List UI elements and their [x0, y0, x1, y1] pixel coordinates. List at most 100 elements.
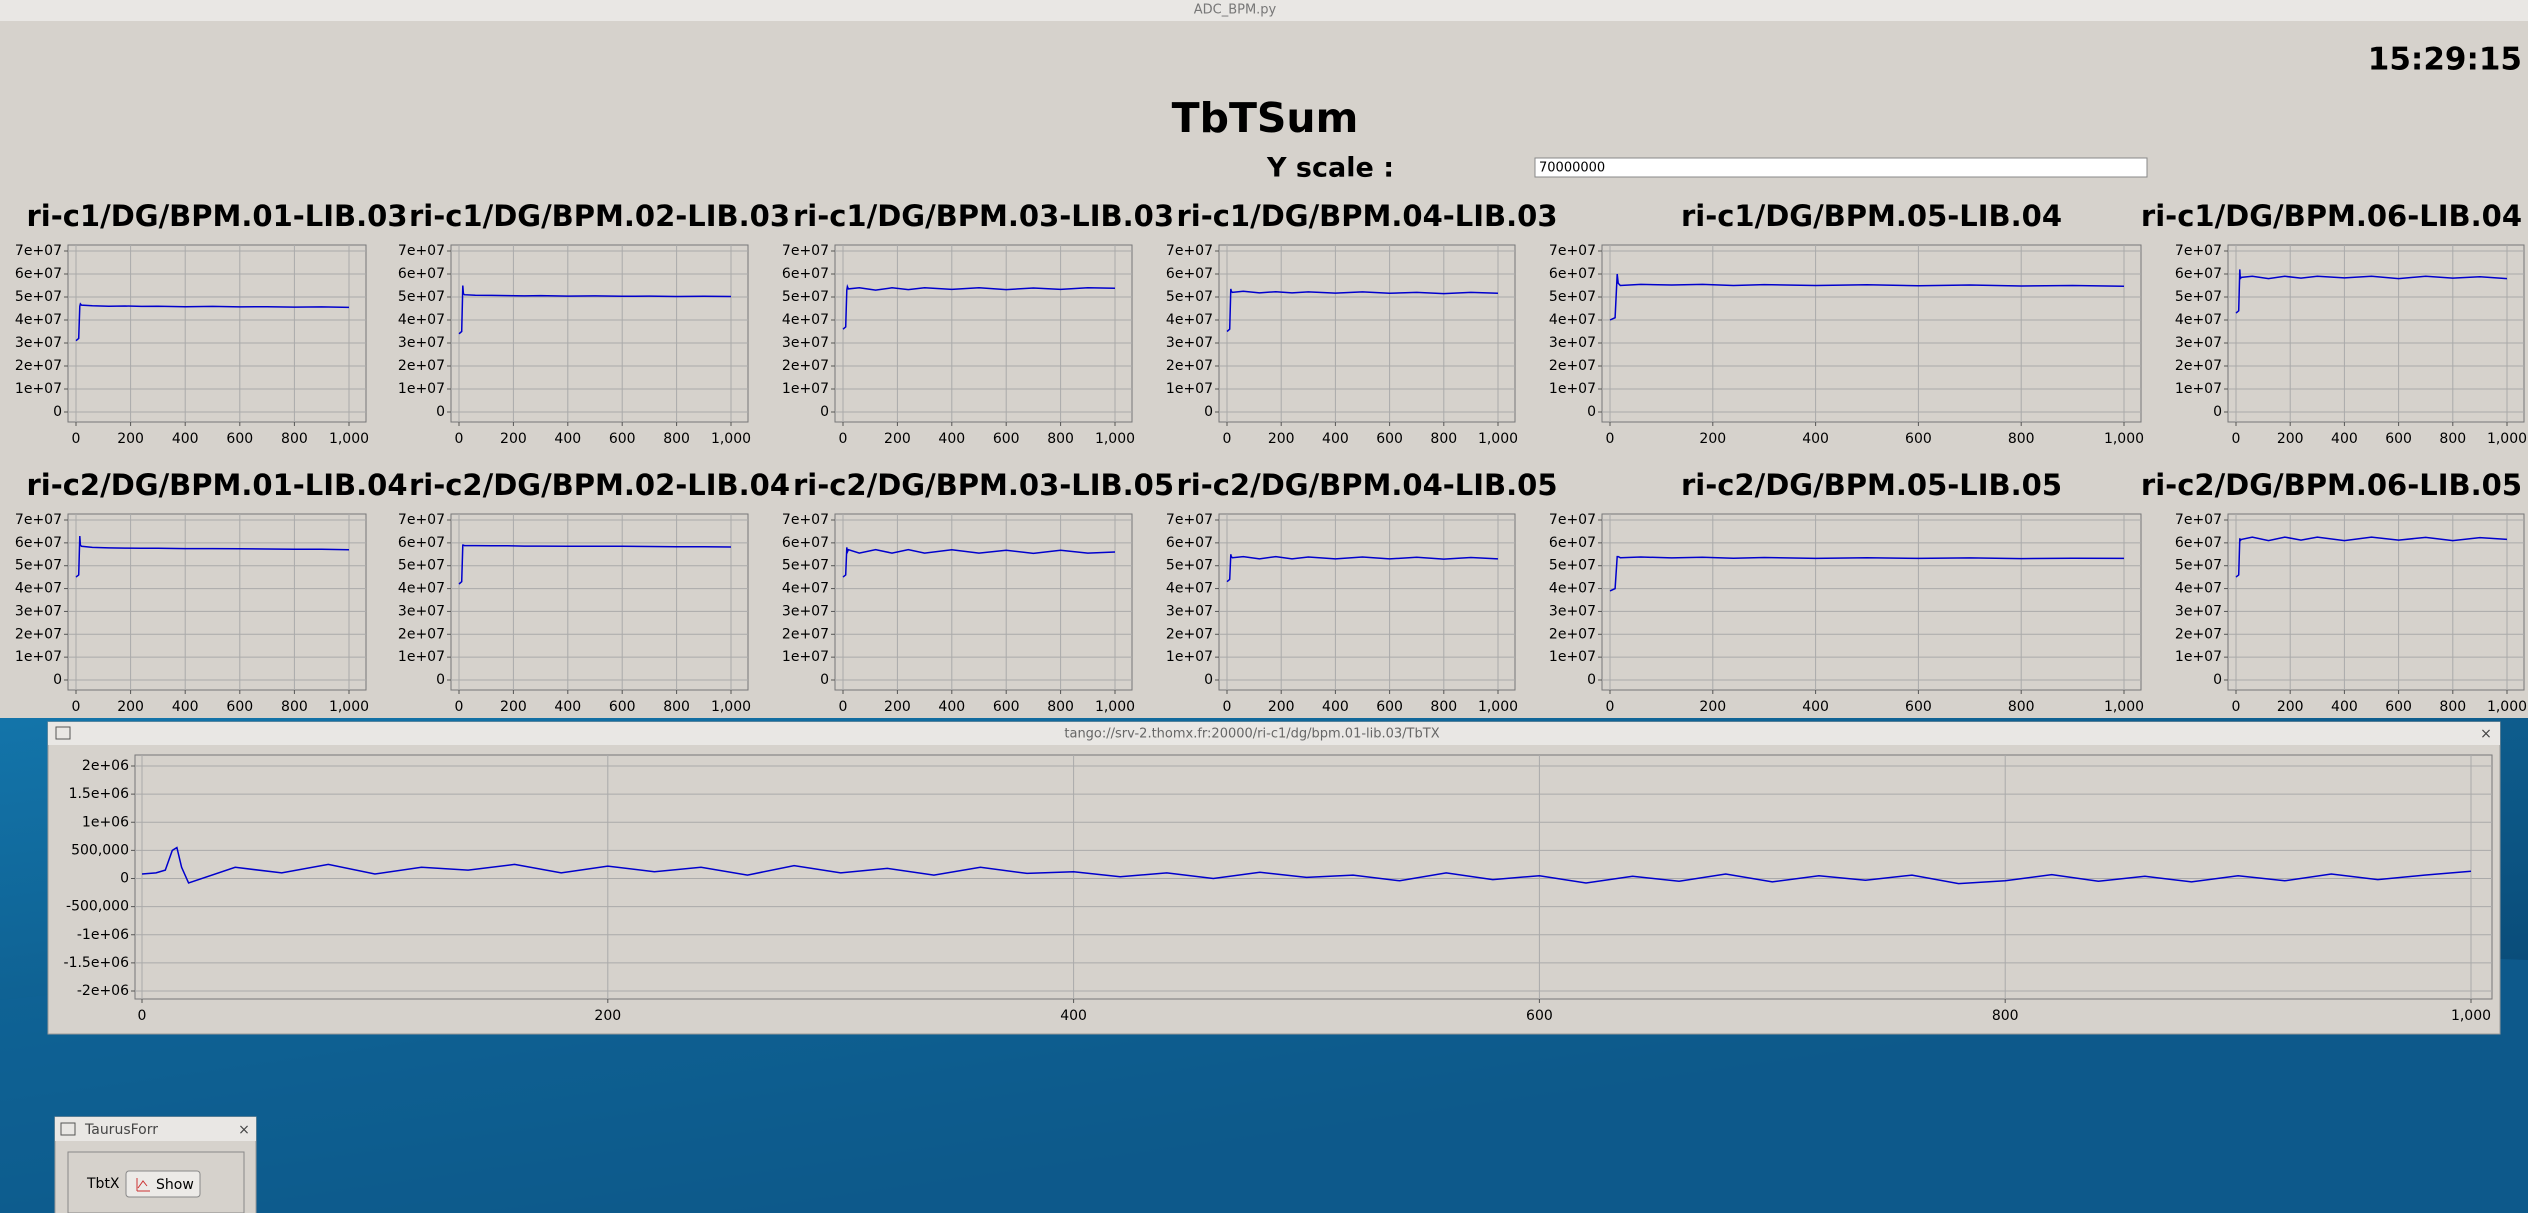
chart-title: ri-c1/DG/BPM.01-LIB.03	[26, 199, 407, 233]
x-tick-label: 600	[2385, 431, 2412, 447]
y-tick-label: 0	[1204, 672, 1213, 688]
x-tick-label: 400	[554, 431, 581, 447]
x-tick-label: 200	[117, 431, 144, 447]
y-tick-label: 3e+07	[398, 603, 445, 619]
x-tick-label: 800	[2439, 699, 2466, 715]
y-tick-label: 2e+07	[1166, 626, 1213, 642]
y-tick-label: 2e+07	[782, 626, 829, 642]
y-tick-label: 7e+07	[15, 512, 62, 528]
y-tick-label: 1e+07	[782, 381, 829, 397]
x-tick-label: 1,000	[2487, 699, 2527, 715]
y-tick-label: 2e+07	[398, 358, 445, 374]
x-tick-label: 0	[1223, 431, 1232, 447]
x-tick-label: 0	[2232, 699, 2241, 715]
x-tick-label: 200	[1268, 699, 1295, 715]
x-tick-label: 800	[2439, 431, 2466, 447]
y-tick-label: 6e+07	[1549, 535, 1596, 551]
x-tick-label: 800	[1992, 1008, 2019, 1024]
y-tick-label: 1e+07	[1549, 649, 1596, 665]
x-tick-label: 200	[1268, 431, 1295, 447]
x-tick-label: 200	[2277, 699, 2304, 715]
x-tick-label: 600	[1905, 699, 1932, 715]
x-tick-label: 400	[1322, 699, 1349, 715]
x-tick-label: 600	[1376, 431, 1403, 447]
y-tick-label: 4e+07	[15, 312, 62, 328]
x-tick-label: 0	[1223, 699, 1232, 715]
y-tick-label: 0	[2213, 672, 2222, 688]
y-tick-label: 3e+07	[398, 335, 445, 351]
x-tick-label: 200	[117, 699, 144, 715]
data-line	[141, 846, 2472, 885]
x-tick-label: 400	[172, 431, 199, 447]
chart-title: ri-c1/DG/BPM.02-LIB.03	[409, 199, 790, 233]
x-tick-label: 1,000	[2104, 699, 2144, 715]
y-tick-label: 7e+07	[2175, 512, 2222, 528]
x-tick-label: 800	[281, 431, 308, 447]
y-tick-label: 7e+07	[782, 512, 829, 528]
y-tick-label: 1e+07	[1166, 381, 1213, 397]
y-tick-label: 5e+07	[1549, 558, 1596, 574]
y-tick-label: 7e+07	[398, 512, 445, 528]
chart-title: ri-c2/DG/BPM.06-LIB.05	[2141, 468, 2522, 502]
data-line	[458, 544, 732, 585]
y-tick-label: 1e+07	[398, 649, 445, 665]
close-button[interactable]: ×	[238, 1122, 250, 1138]
y-tick-label: 3e+07	[782, 335, 829, 351]
data-line	[2235, 269, 2508, 314]
y-tick-label: 5e+07	[398, 289, 445, 305]
chart-title: ri-c2/DG/BPM.04-LIB.05	[1176, 468, 1557, 502]
x-tick-label: 400	[2331, 431, 2358, 447]
plot-frame	[1218, 513, 1516, 691]
x-tick-label: 400	[1802, 699, 1829, 715]
x-tick-label: 800	[1047, 699, 1074, 715]
y-tick-label: 3e+07	[782, 603, 829, 619]
heading: TbTSum	[1172, 94, 1359, 142]
y-tick-label: 2e+07	[782, 358, 829, 374]
y-tick-label: 2e+07	[2175, 358, 2222, 374]
y-tick-label: 1e+06	[82, 814, 129, 830]
y-tick-label: 2e+07	[15, 358, 62, 374]
form-panel	[67, 1151, 245, 1213]
data-line	[842, 547, 1116, 578]
y-tick-label: 4e+07	[398, 581, 445, 597]
x-tick-label: 400	[172, 699, 199, 715]
close-button[interactable]: ×	[2480, 726, 2492, 742]
x-tick-label: 1,000	[2451, 1008, 2491, 1024]
form-title: TaurusForr	[84, 1122, 158, 1138]
x-tick-label: 200	[500, 431, 527, 447]
data-line	[1609, 273, 2125, 321]
x-tick-label: 400	[938, 699, 965, 715]
y-tick-label: 2e+07	[1166, 358, 1213, 374]
y-tick-label: 2e+07	[1549, 626, 1596, 642]
chart-title: ri-c1/DG/BPM.04-LIB.03	[1176, 199, 1557, 233]
y-tick-label: 4e+07	[1549, 312, 1596, 328]
title-bar	[0, 0, 2528, 21]
y-scale-input[interactable]	[1534, 157, 2148, 178]
x-tick-label: 1,000	[2487, 431, 2527, 447]
y-tick-label: 4e+07	[1166, 312, 1213, 328]
x-tick-label: 1,000	[1478, 431, 1518, 447]
y-tick-label: 500,000	[71, 842, 129, 858]
x-tick-label: 600	[993, 699, 1020, 715]
y-tick-label: 4e+07	[782, 312, 829, 328]
y-tick-label: 7e+07	[398, 243, 445, 259]
y-tick-label: 6e+07	[782, 535, 829, 551]
x-tick-label: 800	[663, 431, 690, 447]
y-tick-label: 7e+07	[1166, 243, 1213, 259]
x-tick-label: 600	[1376, 699, 1403, 715]
y-tick-label: 6e+07	[782, 266, 829, 282]
window-title: ADC_BPM.py	[1194, 3, 1277, 18]
x-tick-label: 400	[1322, 431, 1349, 447]
y-tick-label: 2e+07	[398, 626, 445, 642]
x-tick-label: 800	[1430, 699, 1457, 715]
y-tick-label: 5e+07	[1549, 289, 1596, 305]
data-line	[75, 302, 350, 342]
y-tick-label: 0	[436, 404, 445, 420]
chart-title: ri-c2/DG/BPM.01-LIB.04	[26, 468, 407, 502]
x-tick-label: 400	[1060, 1008, 1087, 1024]
y-tick-label: 6e+07	[15, 535, 62, 551]
y-tick-label: 3e+07	[1549, 603, 1596, 619]
y-tick-label: 3e+07	[15, 603, 62, 619]
x-tick-label: 0	[72, 431, 81, 447]
y-tick-label: 7e+07	[1549, 243, 1596, 259]
